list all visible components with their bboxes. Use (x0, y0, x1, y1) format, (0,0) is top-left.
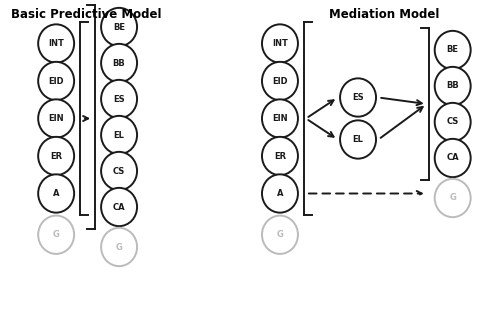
Text: BE: BE (446, 45, 458, 54)
Ellipse shape (101, 152, 137, 190)
Text: EL: EL (114, 130, 124, 139)
Text: BE: BE (113, 23, 125, 32)
Text: CA: CA (446, 154, 459, 163)
Text: ER: ER (50, 152, 62, 161)
Ellipse shape (434, 179, 470, 217)
Text: ER: ER (274, 152, 286, 161)
Ellipse shape (101, 116, 137, 154)
Text: EIN: EIN (48, 114, 64, 123)
Ellipse shape (262, 174, 298, 213)
Ellipse shape (38, 24, 74, 62)
Text: CA: CA (113, 203, 126, 211)
Text: ES: ES (114, 94, 125, 103)
Ellipse shape (262, 216, 298, 254)
Ellipse shape (101, 188, 137, 226)
Text: A: A (53, 189, 60, 198)
Text: Basic Predictive Model: Basic Predictive Model (10, 8, 161, 22)
Text: BB: BB (446, 82, 459, 90)
Text: G: G (116, 243, 122, 252)
Text: CS: CS (113, 167, 125, 175)
Ellipse shape (434, 67, 470, 105)
Text: A: A (276, 189, 283, 198)
Text: G: G (52, 230, 60, 239)
Text: EIN: EIN (272, 114, 288, 123)
Ellipse shape (38, 216, 74, 254)
Ellipse shape (101, 8, 137, 46)
Ellipse shape (262, 99, 298, 138)
Ellipse shape (101, 228, 137, 266)
Text: EID: EID (48, 77, 64, 85)
Ellipse shape (262, 137, 298, 175)
Ellipse shape (38, 174, 74, 213)
Ellipse shape (340, 78, 376, 117)
Text: G: G (276, 230, 283, 239)
Text: INT: INT (272, 39, 288, 48)
Ellipse shape (434, 139, 470, 177)
Text: EL: EL (352, 135, 364, 144)
Text: INT: INT (48, 39, 64, 48)
Text: Mediation Model: Mediation Model (329, 8, 440, 22)
Text: ES: ES (352, 93, 364, 102)
Text: EID: EID (272, 77, 288, 85)
Ellipse shape (38, 62, 74, 100)
Text: G: G (449, 194, 456, 203)
Ellipse shape (434, 103, 470, 141)
Ellipse shape (262, 62, 298, 100)
Text: CS: CS (446, 118, 459, 126)
Ellipse shape (101, 44, 137, 82)
Ellipse shape (262, 24, 298, 62)
Ellipse shape (340, 120, 376, 159)
Ellipse shape (101, 80, 137, 118)
Ellipse shape (38, 137, 74, 175)
Ellipse shape (38, 99, 74, 138)
Text: BB: BB (112, 58, 126, 68)
Ellipse shape (434, 31, 470, 69)
